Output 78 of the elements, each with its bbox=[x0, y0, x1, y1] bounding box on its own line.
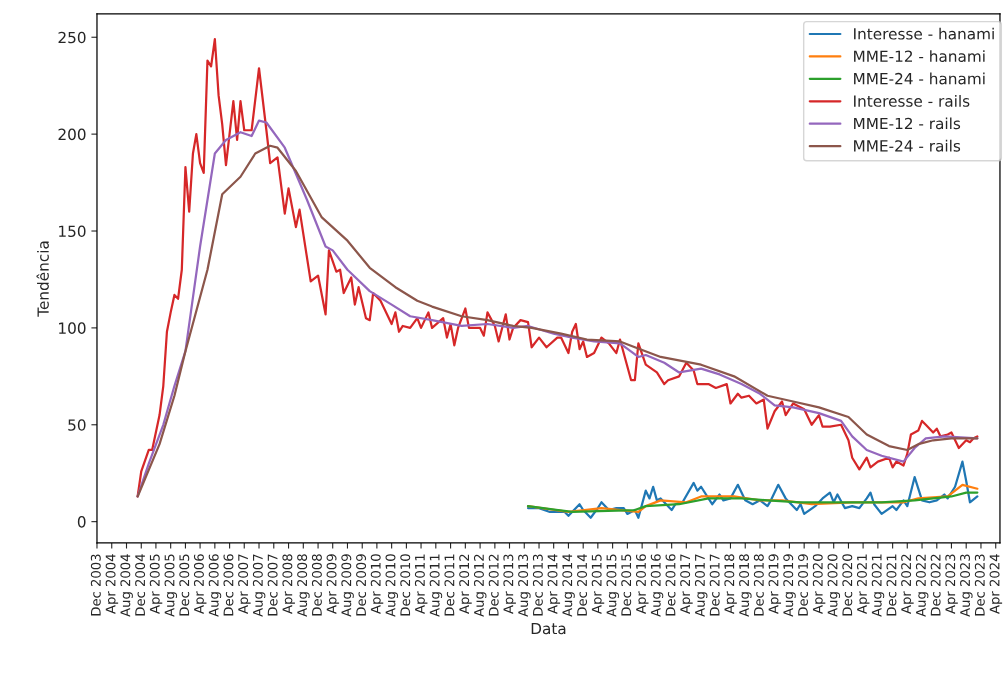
y-axis-title: Tendência bbox=[36, 241, 49, 317]
x-tick-label: Aug 2006 bbox=[208, 554, 222, 617]
x-tick-label: Apr 2016 bbox=[635, 554, 649, 614]
line-series bbox=[526, 460, 979, 519]
x-tick-label: Aug 2022 bbox=[915, 554, 929, 617]
x-tick-label: Apr 2020 bbox=[812, 554, 826, 614]
x-tick-label: Apr 2022 bbox=[901, 554, 914, 614]
x-tick-label: Apr 2019 bbox=[768, 554, 782, 614]
x-tick-label: Dec 2020 bbox=[842, 554, 853, 616]
x-tick-label: Aug 2011 bbox=[429, 554, 443, 617]
x-tick-label: Apr 2021 bbox=[856, 554, 870, 614]
y-tick-label: 50 bbox=[68, 419, 86, 431]
legend-label: MME-12 - rails bbox=[854, 117, 961, 130]
x-tick-label: Dec 2010 bbox=[400, 554, 411, 616]
x-tick-label: Dec 2017 bbox=[709, 554, 720, 616]
x-tick-label: Apr 2007 bbox=[238, 554, 251, 614]
y-tick-label: 0 bbox=[77, 516, 86, 528]
x-tick-label: Aug 2007 bbox=[252, 554, 266, 617]
x-tick-label: Dec 2013 bbox=[532, 554, 543, 616]
legend-label: Interesse - rails bbox=[854, 95, 970, 107]
legend-label: MME-12 - hanami bbox=[854, 50, 985, 62]
x-tick-label: Dec 2022 bbox=[930, 554, 941, 616]
x-tick-label: Dec 2007 bbox=[267, 554, 278, 616]
x-tick-label: Dec 2004 bbox=[135, 554, 146, 616]
legend-label: Interesse - hanami bbox=[854, 27, 994, 40]
x-tick-label: Dec 2021 bbox=[886, 554, 897, 616]
x-tick-label: Apr 2023 bbox=[945, 554, 958, 614]
y-tick-label: 150 bbox=[59, 225, 86, 238]
x-tick-label: Apr 2005 bbox=[149, 554, 163, 614]
x-tick-label: Apr 2013 bbox=[503, 554, 516, 614]
x-tick-label: Aug 2023 bbox=[960, 554, 973, 617]
x-tick-label: Apr 2014 bbox=[547, 554, 561, 614]
y-tick-label: 100 bbox=[59, 322, 86, 334]
x-tick-label: Aug 2017 bbox=[694, 554, 708, 617]
x-tick-label: Dec 2018 bbox=[753, 554, 764, 616]
x-tick-label: Aug 2012 bbox=[473, 554, 487, 617]
legend-label: MME-24 - rails bbox=[854, 139, 961, 152]
x-tick-label: Apr 2008 bbox=[282, 554, 295, 614]
y-tick-label: 200 bbox=[58, 128, 86, 141]
x-tick-label: Dec 2015 bbox=[621, 554, 632, 616]
x-tick-label: Dec 2006 bbox=[223, 554, 234, 616]
x-tick-label: Aug 2020 bbox=[827, 554, 841, 617]
x-tick-label: Dec 2014 bbox=[577, 554, 588, 616]
x-tick-label: Aug 2018 bbox=[739, 554, 752, 617]
x-tick-label: Apr 2010 bbox=[370, 554, 384, 614]
x-tick-label: Apr 2009 bbox=[326, 554, 340, 614]
x-tick-label: Apr 2017 bbox=[680, 554, 693, 614]
x-tick-label: Dec 2009 bbox=[356, 554, 367, 616]
x-tick-label: Aug 2004 bbox=[120, 554, 133, 617]
x-tick-label: Dec 2012 bbox=[488, 554, 499, 616]
x-tick-label: Dec 2011 bbox=[444, 554, 455, 616]
x-tick-label: Aug 2013 bbox=[518, 554, 531, 617]
x-tick-label: Apr 2004 bbox=[105, 554, 119, 614]
x-tick-label: Dec 2016 bbox=[665, 554, 676, 616]
x-tick-label: Aug 2014 bbox=[562, 554, 575, 617]
x-tick-label: Apr 2012 bbox=[459, 554, 472, 614]
x-tick-label: Dec 2023 bbox=[974, 554, 985, 616]
x-tick-label: Apr 2006 bbox=[193, 554, 207, 614]
x-tick-label: Aug 2015 bbox=[606, 554, 619, 617]
line-series bbox=[526, 491, 979, 514]
x-axis-title: Data bbox=[531, 622, 566, 635]
y-tick-label: 250 bbox=[58, 31, 86, 44]
x-tick-label: Aug 2021 bbox=[871, 554, 885, 617]
x-tick-label: Dec 2003 bbox=[90, 554, 101, 616]
x-tick-label: Aug 2005 bbox=[164, 554, 178, 617]
legend-label: MME-24 - hanami bbox=[854, 72, 985, 85]
x-tick-label: Dec 2019 bbox=[798, 554, 808, 616]
x-tick-label: Apr 2024 bbox=[989, 554, 1003, 614]
x-tick-label: Aug 2016 bbox=[650, 554, 664, 617]
x-tick-label: Aug 2010 bbox=[385, 554, 399, 617]
x-tick-label: Dec 2008 bbox=[311, 554, 322, 616]
x-tick-label: Apr 2015 bbox=[591, 554, 605, 614]
x-tick-label: Aug 2009 bbox=[341, 554, 354, 617]
x-tick-label: Dec 2005 bbox=[179, 554, 190, 616]
x-tick-label: Aug 2008 bbox=[297, 554, 310, 617]
x-tick-label: Aug 2019 bbox=[783, 554, 796, 617]
x-tick-label: Apr 2018 bbox=[724, 554, 737, 614]
x-tick-label: Apr 2011 bbox=[414, 554, 428, 614]
